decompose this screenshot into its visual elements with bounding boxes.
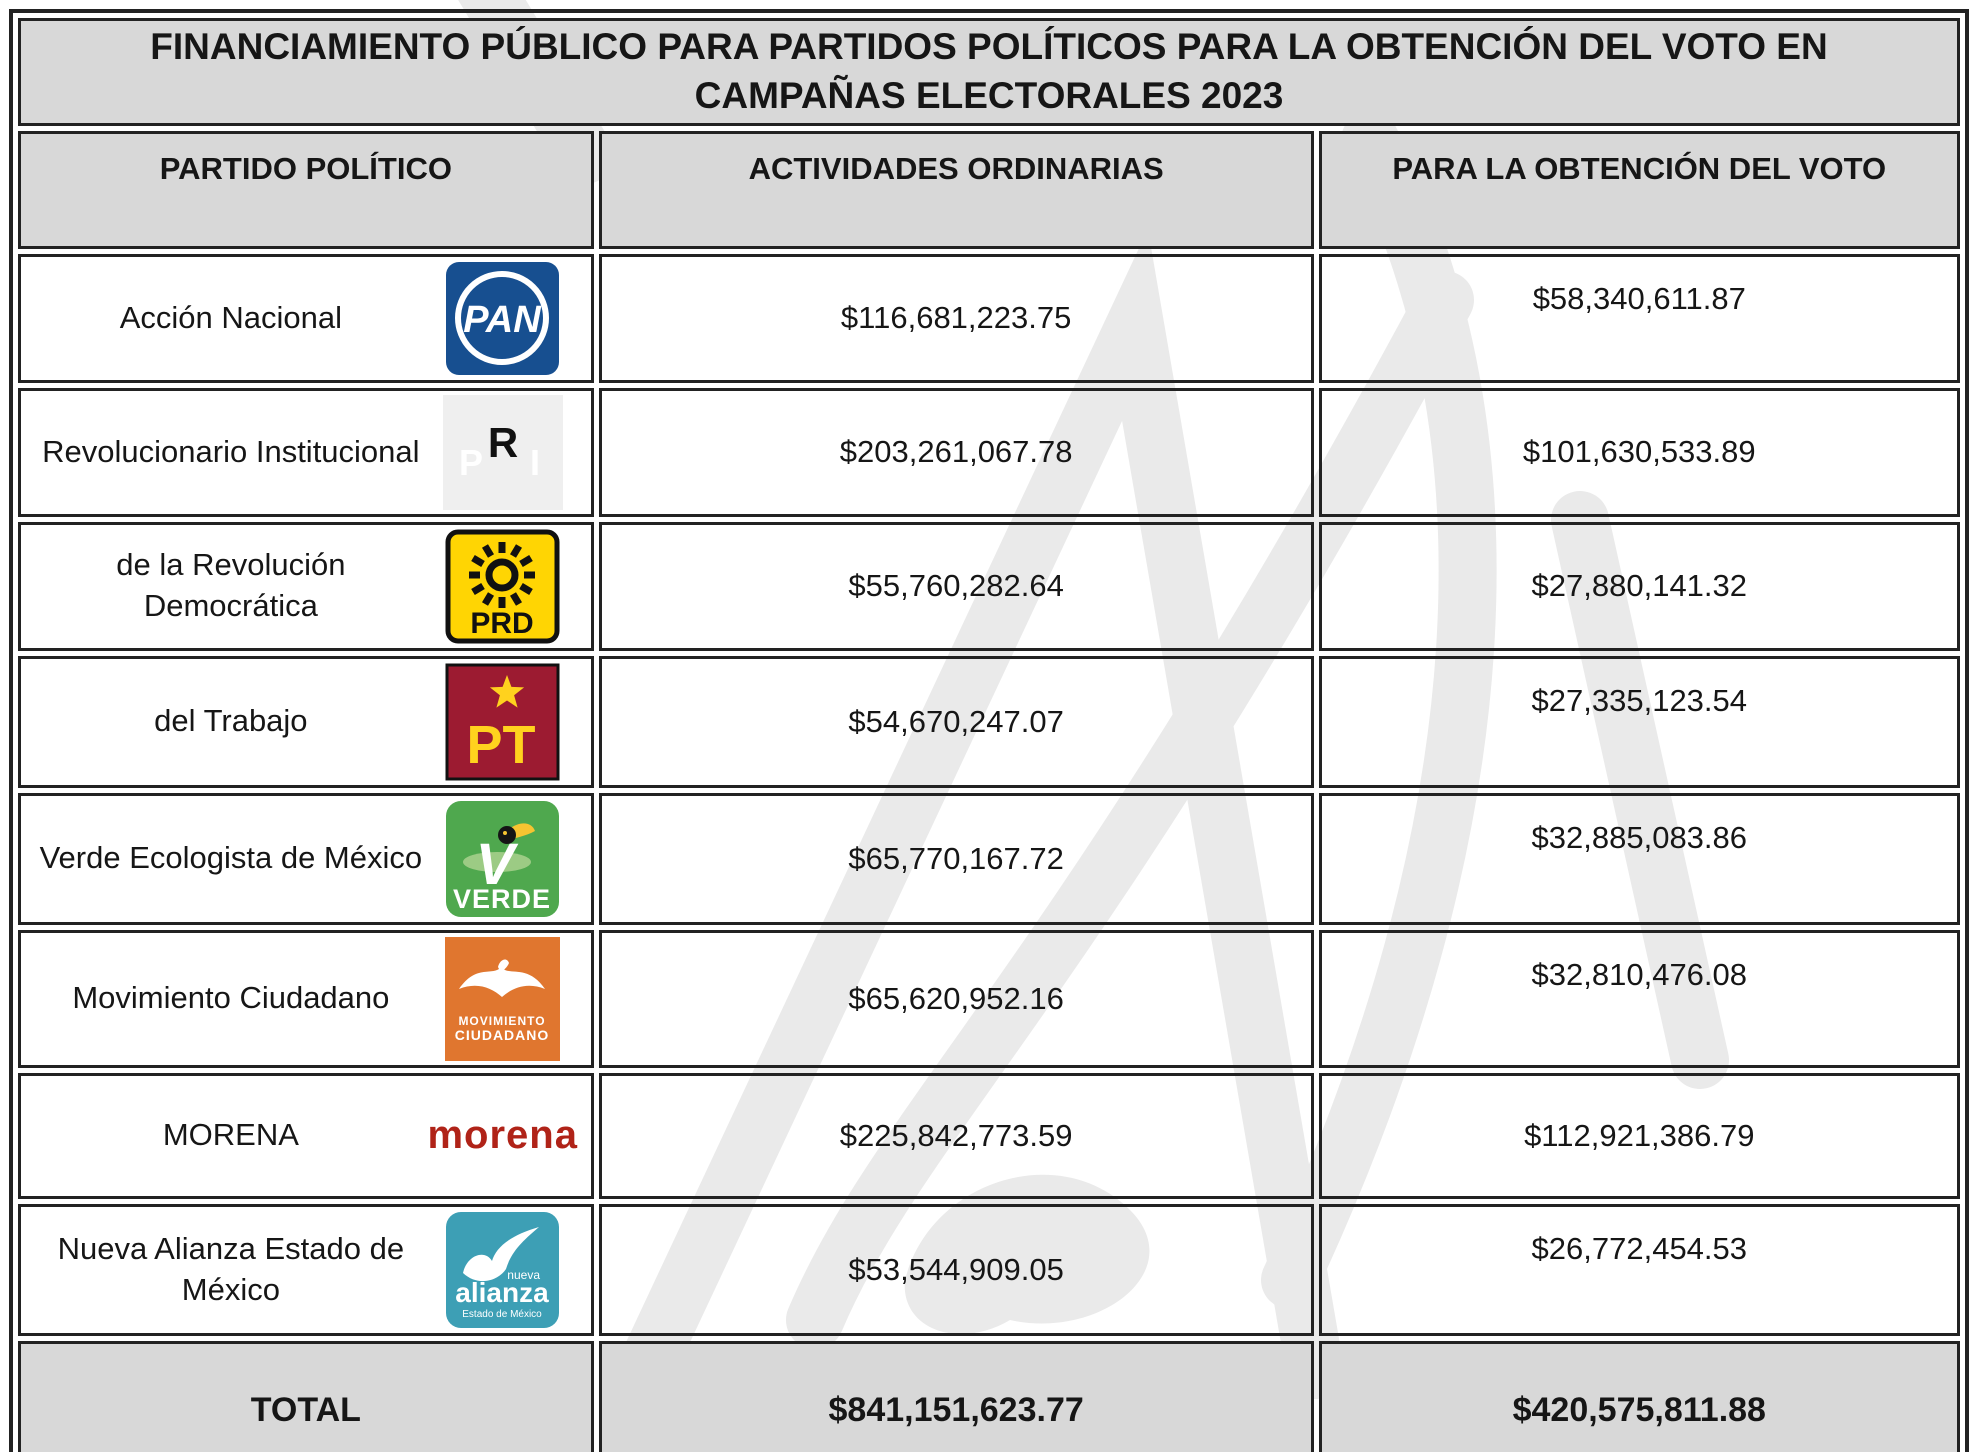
party-logo-slot: V VERDE [425,800,581,918]
header-row: PARTIDO POLÍTICO ACTIVIDADES ORDINARIAS … [18,130,1960,249]
party-name: Revolucionario Institucional [42,433,420,469]
svg-text:PRD: PRD [471,607,534,640]
table-row: Nueva Alianza Estado de México nueva ali… [18,1203,1960,1336]
svg-text:I: I [530,442,540,483]
column-header-voto: PARA LA OBTENCIÓN DEL VOTO [1318,130,1960,249]
voto-amount: $27,335,123.54 [1318,655,1960,788]
ordinarias-amount: $53,544,909.05 [598,1203,1314,1336]
svg-text:PT: PT [467,715,536,775]
party-name: Nueva Alianza Estado de México [57,1230,405,1307]
voto-amount: $101,630,533.89 [1318,387,1960,517]
table-row: de la Revolución Democrática PRD [18,521,1960,651]
ordinarias-amount: $65,620,952.16 [598,929,1314,1068]
svg-text:alianza: alianza [456,1277,550,1308]
prd-logo-icon: PRD [445,529,560,644]
ordinarias-amount: $54,670,247.07 [598,655,1314,788]
column-header-partido: PARTIDO POLÍTICO [18,130,594,249]
total-row: TOTAL $841,151,623.77 $420,575,811.88 [18,1340,1960,1452]
svg-text:PAN: PAN [464,299,543,341]
table-row: Revolucionario Institucional P R I $203,… [18,387,1960,517]
ordinarias-amount: $203,261,067.78 [598,387,1314,517]
total-label: TOTAL [18,1340,594,1452]
financing-table: FINANCIAMIENTO PÚBLICO PARA PARTIDOS POL… [9,9,1969,1452]
party-logo-slot: MOVIMIENTO CIUDADANO [425,936,581,1061]
party-name: Acción Nacional [119,299,343,335]
svg-text:P: P [459,442,483,483]
party-logo-slot: morena [425,1113,581,1158]
party-name: MORENA [162,1117,299,1153]
party-name: de la Revolución Democrática [116,547,346,624]
party-name: del Trabajo [154,703,308,739]
party-logo-slot: nueva alianza Estado de México [425,1211,581,1329]
svg-text:MOVIMIENTO: MOVIMIENTO [459,1014,546,1028]
svg-text:CIUDADANO: CIUDADANO [455,1027,550,1043]
voto-amount: $112,921,386.79 [1318,1072,1960,1199]
svg-text:Estado de México: Estado de México [462,1309,542,1320]
voto-amount: $32,810,476.08 [1318,929,1960,1068]
table-row: Verde Ecologista de México V VERDE $65,7… [18,792,1960,925]
svg-text:nueva: nueva [508,1268,541,1282]
svg-text:VERDE: VERDE [453,884,551,914]
nueva-alianza-logo-icon: nueva alianza Estado de México [446,1211,560,1328]
party-logo-slot: P R I [425,394,581,510]
total-voto: $420,575,811.88 [1318,1340,1960,1452]
column-header-ordinarias: ACTIVIDADES ORDINARIAS [598,130,1314,249]
ordinarias-amount: $55,760,282.64 [598,521,1314,651]
ordinarias-amount: $116,681,223.75 [598,253,1314,383]
table-row: Acción Nacional PAN $116,681,223.75 $58,… [18,253,1960,383]
verde-logo-icon: V VERDE [446,800,560,917]
morena-logo-icon: morena [427,1113,578,1158]
voto-amount: $26,772,454.53 [1318,1203,1960,1336]
party-name: Movimiento Ciudadano [72,980,390,1016]
pt-logo-icon: PT [445,663,560,781]
party-logo-slot: PRD [425,529,581,644]
pri-logo-icon: P R I [442,394,563,510]
ordinarias-amount: $65,770,167.72 [598,792,1314,925]
svg-text:R: R [488,419,518,466]
voto-amount: $27,880,141.32 [1318,521,1960,651]
party-name: Verde Ecologista de México [39,840,423,876]
party-logo-slot: PT [425,663,581,781]
party-logo-slot: PAN [425,261,581,376]
total-ordinarias: $841,151,623.77 [598,1340,1314,1452]
table-row: del Trabajo PT $54,670,247.07 $27,335,12… [18,655,1960,788]
svg-text:V: V [476,832,519,897]
voto-amount: $58,340,611.87 [1318,253,1960,383]
pan-logo-icon: PAN [446,261,560,375]
table-row: Movimiento Ciudadano MOVIMIENTO CIUDADAN… [18,929,1960,1068]
voto-amount: $32,885,083.86 [1318,792,1960,925]
movimiento-ciudadano-logo-icon: MOVIMIENTO CIUDADANO [445,936,561,1061]
table-row: MORENA morena $225,842,773.59 $112,921,3… [18,1072,1960,1199]
table-title: FINANCIAMIENTO PÚBLICO PARA PARTIDOS POL… [18,18,1960,126]
ordinarias-amount: $225,842,773.59 [598,1072,1314,1199]
